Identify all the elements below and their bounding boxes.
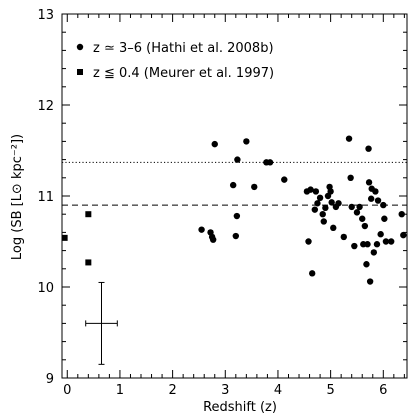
data-point-circle: [373, 241, 381, 248]
data-point-circle: [353, 209, 361, 216]
data-point-circle: [387, 238, 395, 245]
x-tick-label: 1: [116, 383, 124, 398]
data-point-circle: [308, 270, 316, 277]
y-tick-label: 12: [37, 99, 54, 114]
x-tick-label: 4: [274, 383, 282, 398]
data-point-circle: [398, 211, 405, 218]
data-point-circle: [243, 138, 250, 145]
data-point-circle: [340, 233, 347, 241]
data-point-circle: [320, 218, 327, 225]
x-tick-label: 2: [168, 383, 176, 398]
data-point-circle: [316, 194, 324, 202]
data-point-circle: [234, 156, 241, 163]
data-point-circle: [327, 188, 334, 195]
data-points: [61, 135, 407, 285]
data-point-circle: [251, 183, 258, 191]
data-point-circle: [345, 135, 353, 142]
data-point-circle: [363, 261, 370, 268]
reference-lines: [62, 161, 407, 206]
data-point-circle: [335, 200, 342, 207]
legend-label-meurer: z ≦ 0.4 (Meurer et al. 1997): [93, 66, 274, 81]
data-point-circle: [266, 159, 274, 166]
data-point-circle: [374, 197, 382, 204]
legend: z ≃ 3–6 (Hathi et al. 2008b) z ≦ 0.4 (Me…: [76, 41, 274, 81]
data-point-circle: [364, 241, 371, 248]
data-point-circle: [322, 204, 329, 212]
data-point-circle: [365, 145, 372, 152]
legend-label-hathi: z ≃ 3–6 (Hathi et al. 2008b): [93, 41, 274, 56]
y-tick-label: 10: [37, 281, 54, 296]
data-point-circle: [330, 224, 337, 232]
data-point-square: [61, 234, 68, 241]
data-point-circle: [365, 179, 373, 186]
data-point-circle: [400, 231, 407, 239]
data-point-circle: [229, 181, 237, 189]
data-point-circle: [311, 206, 319, 213]
data-point-circle: [347, 174, 354, 181]
legend-marker-circle: [76, 43, 84, 51]
data-point-circle: [281, 176, 288, 183]
data-point-circle: [307, 186, 314, 193]
x-tick-label: 3: [221, 383, 229, 398]
data-point-square: [85, 259, 92, 266]
data-point-circle: [305, 238, 312, 245]
data-point-circle: [314, 200, 321, 207]
x-tick-label: 0: [63, 383, 71, 398]
data-point-circle: [380, 201, 387, 209]
data-point-circle: [356, 203, 363, 211]
data-point-circle: [209, 236, 217, 243]
y-tick-label: 11: [37, 190, 54, 205]
data-point-circle: [382, 238, 390, 245]
data-point-circle: [372, 188, 379, 195]
data-point-circle: [367, 195, 375, 202]
data-point-circle: [361, 222, 369, 230]
y-tick-label: 13: [37, 8, 54, 23]
data-point-circle: [233, 212, 241, 220]
data-point-circle: [351, 242, 358, 250]
data-point-circle: [366, 278, 374, 285]
data-point-circle: [319, 211, 326, 218]
data-point-circle: [232, 232, 240, 240]
legend-marker-square: [77, 69, 83, 75]
data-point-circle: [198, 226, 205, 233]
error-bar: [85, 281, 118, 365]
data-point-circle: [348, 203, 355, 211]
data-point-circle: [359, 215, 366, 222]
data-point-circle: [370, 249, 378, 256]
y-tick-label: 9: [46, 372, 54, 387]
x-tick-label: 5: [326, 383, 334, 398]
x-tick-label: 6: [379, 383, 387, 398]
data-point-circle: [328, 199, 335, 206]
y-axis-label: Log (SB [L⊙ kpc⁻²]): [10, 134, 25, 260]
data-point-circle: [381, 215, 388, 222]
data-point-circle: [312, 188, 320, 195]
data-point-circle: [211, 140, 218, 148]
data-point-square: [85, 211, 92, 218]
axis-ticks: [62, 13, 407, 379]
data-point-circle: [377, 231, 384, 238]
x-axis-label: Redshift (z): [203, 400, 277, 415]
